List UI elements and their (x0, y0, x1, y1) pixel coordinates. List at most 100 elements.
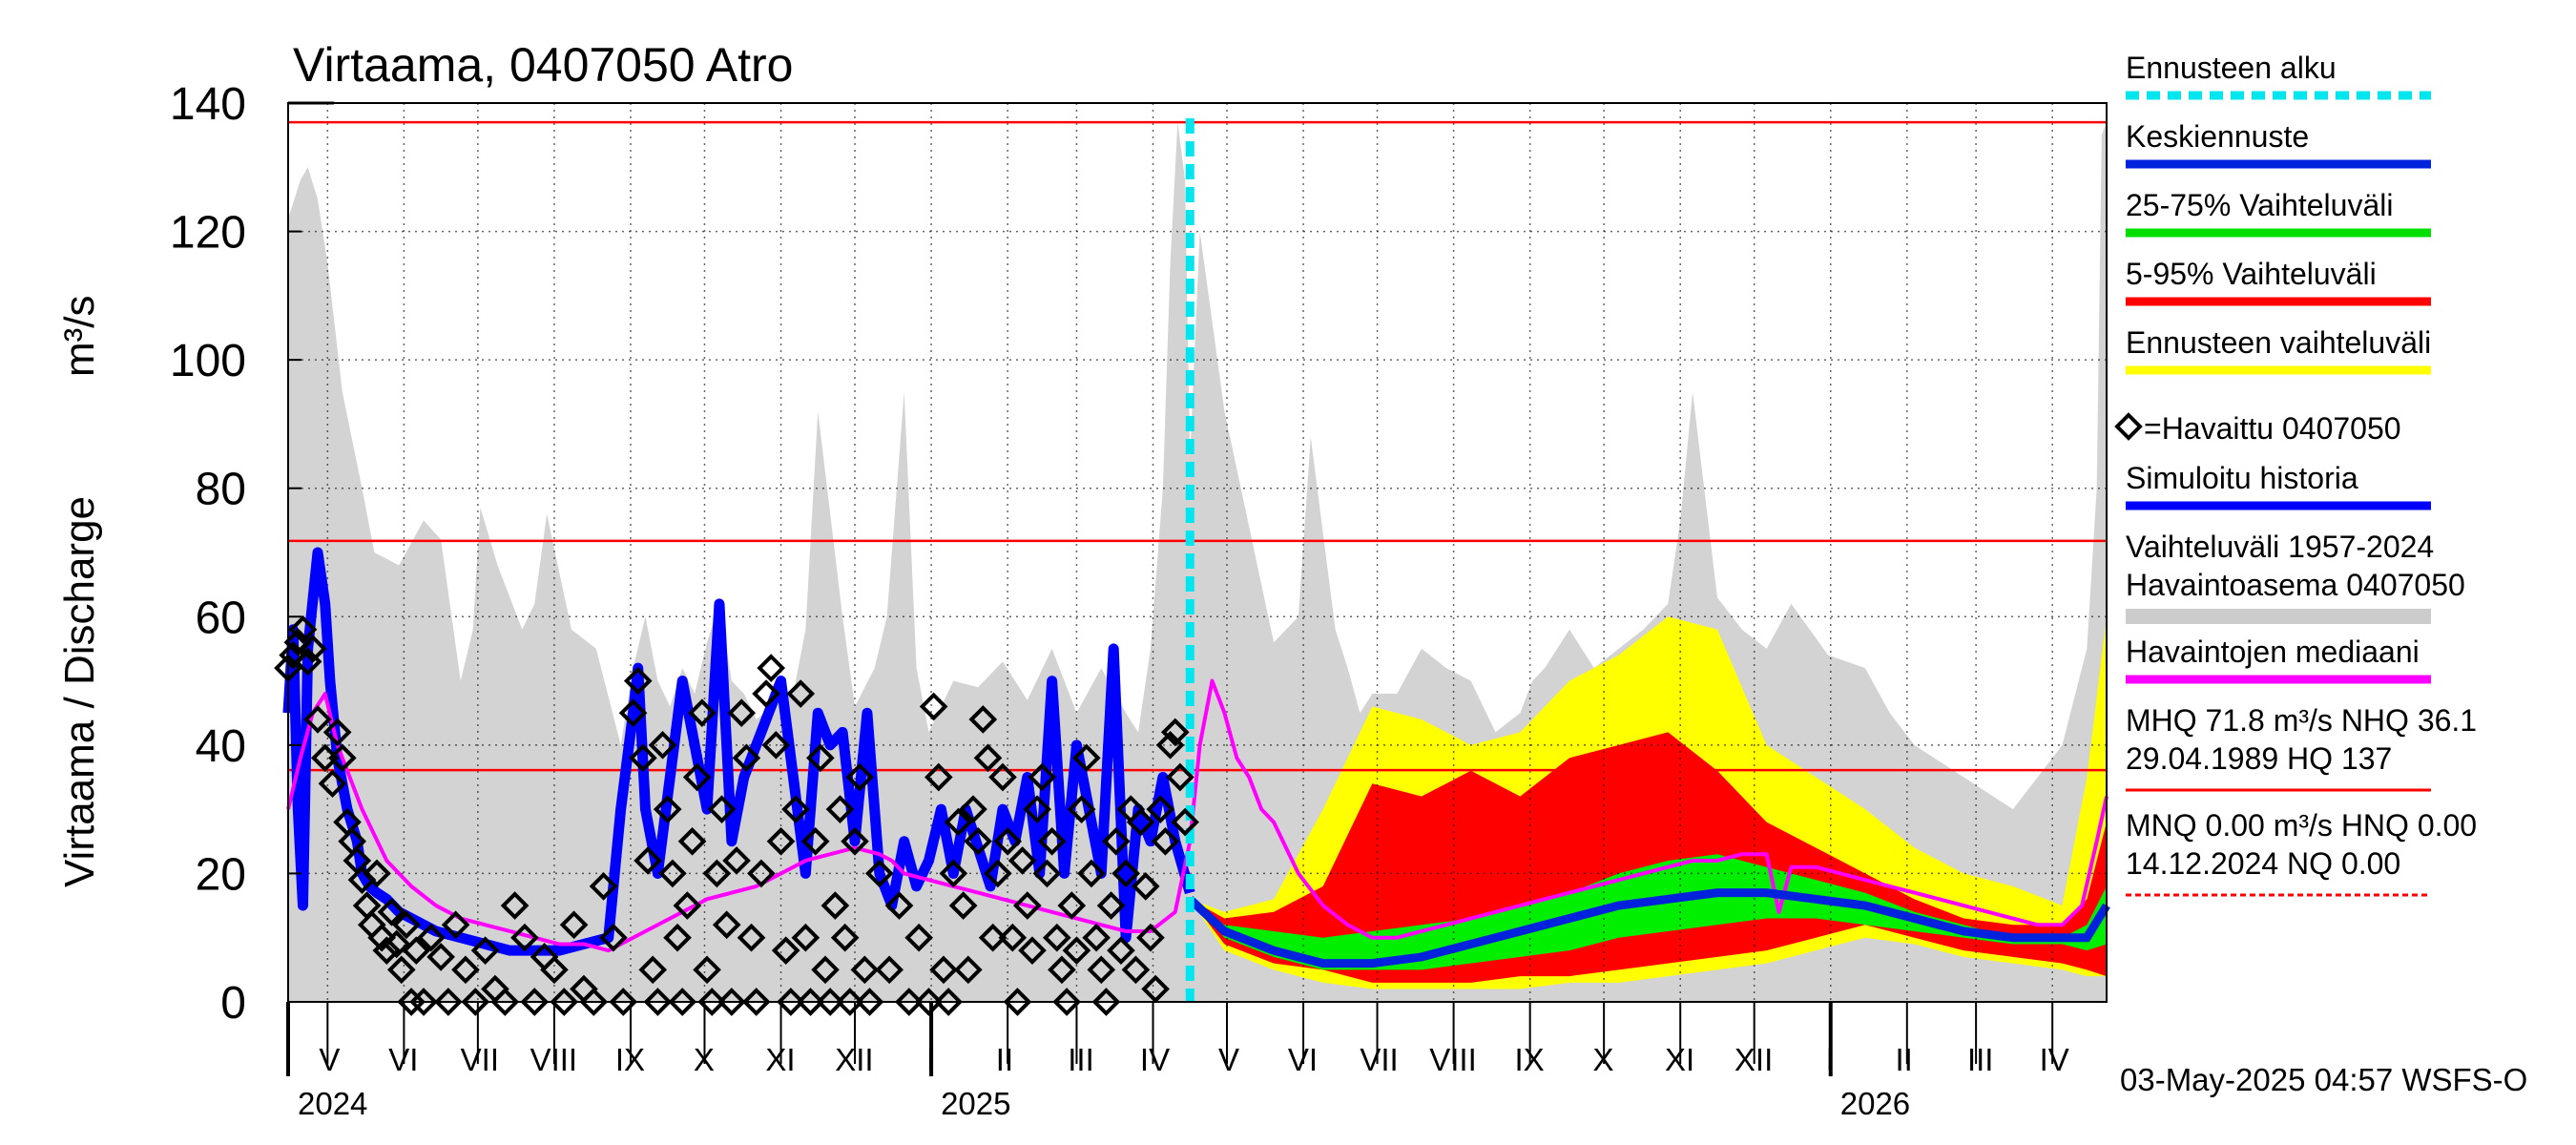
observation-marker (717, 988, 746, 1016)
observation-marker (1052, 988, 1081, 1016)
observation-marker (973, 743, 1003, 773)
observations-layer (274, 614, 1199, 1016)
observation-marker (1042, 923, 1071, 952)
x-month-label: IV (2040, 1042, 2069, 1077)
observation-marker (786, 679, 816, 708)
observation-marker (836, 988, 864, 1016)
x-month-label: IV (1140, 1042, 1170, 1077)
observation-marker (825, 795, 855, 823)
x-month-label: VII (1360, 1042, 1398, 1077)
forecast-bands-layer (1190, 616, 2107, 989)
y-tick-label: 140 (170, 79, 246, 130)
observation-marker (988, 762, 1017, 792)
observation-marker (757, 654, 786, 682)
observation-marker (693, 955, 721, 985)
observation-marker (377, 897, 406, 926)
observation-marker (800, 826, 830, 856)
observation-marker (855, 988, 884, 1016)
x-month-label: III (1967, 1042, 1994, 1077)
observation-marker (1136, 923, 1165, 952)
x-month-label: II (1895, 1042, 1912, 1077)
observation-marker (1091, 988, 1121, 1016)
observation-marker (643, 988, 673, 1016)
observation-marker (550, 988, 579, 1016)
observation-marker (939, 859, 968, 888)
legend-label: 5-95% Vaihteluväli (2126, 257, 2377, 291)
observation-marker (500, 891, 530, 920)
x-month-label: VI (388, 1042, 418, 1077)
x-year-label: 2025 (941, 1086, 1010, 1121)
observation-marker (609, 988, 638, 1016)
legend-label-secondary: 14.12.2024 NQ 0.00 (2126, 846, 2400, 881)
observation-marker (318, 769, 347, 799)
legend-label: MHQ 71.8 m³/s NHQ 36.1 (2126, 703, 2477, 738)
observation-marker (924, 762, 953, 792)
observation-marker (1012, 891, 1042, 920)
observation-marker (658, 859, 687, 888)
x-month-label: XII (1735, 1042, 1773, 1077)
observation-marker (993, 826, 1022, 856)
observation-marker (599, 923, 628, 952)
observation-marker (766, 826, 796, 856)
observation-marker (895, 988, 924, 1016)
observation-marker (968, 705, 998, 734)
observation-marker (1096, 891, 1126, 920)
observation-marker (510, 923, 539, 952)
x-month-label: VIII (530, 1042, 578, 1077)
y-tick-label: 100 (170, 336, 246, 386)
x-month-label: III (1068, 1042, 1094, 1077)
observation-marker (386, 955, 416, 985)
observation-marker (998, 923, 1028, 952)
observation-marker (1141, 974, 1170, 1004)
legend-label: 25-75% Vaihteluväli (2126, 188, 2393, 222)
observation-marker (712, 910, 741, 940)
x-year-label: 2024 (298, 1086, 367, 1121)
observation-marker (327, 743, 357, 773)
observation-marker (875, 955, 904, 985)
y-tick-label: 0 (220, 978, 246, 1029)
observation-marker (811, 955, 840, 985)
legend-label: Vaihteluväli 1957-2024 (2126, 530, 2434, 564)
observation-marker (520, 988, 550, 1016)
legend-label: Ennusteen alku (2126, 51, 2337, 85)
legend-label: Havaintojen mediaani (2126, 635, 2420, 669)
observation-marker (884, 891, 914, 920)
observation-marker (707, 795, 737, 823)
observation-marker (845, 762, 875, 792)
footer-timestamp: 03-May-2025 04:57 WSFS-O (2120, 1062, 2527, 1097)
x-month-label: II (996, 1042, 1013, 1077)
observation-marker (372, 936, 402, 965)
observation-marker (1067, 795, 1096, 823)
observation-marker (722, 846, 751, 875)
observation-marker (397, 988, 426, 1016)
observation-marker (850, 955, 880, 985)
observation-marker (1057, 891, 1087, 920)
legend: Ennusteen alku Keskiennuste 25-75% Vaihtel… (2114, 51, 2477, 897)
legend-label-secondary: Havaintoasema 0407050 (2126, 568, 2465, 602)
observation-marker (426, 943, 455, 971)
observation-marker (451, 955, 480, 985)
observation-marker (441, 910, 470, 940)
observation-marker (1037, 826, 1067, 856)
observation-marker (1107, 936, 1135, 965)
legend-marker-diamond (2114, 412, 2143, 441)
observation-marker (978, 923, 1008, 952)
observation-marker (821, 891, 850, 920)
x-month-label: XI (765, 1042, 795, 1077)
observation-marker (702, 859, 732, 888)
observation-marker (741, 988, 771, 1016)
observation-marker (490, 988, 520, 1016)
observation-marker (1071, 743, 1101, 773)
observation-marker (953, 955, 983, 985)
legend-label-secondary: 29.04.1989 HQ 137 (2126, 741, 2392, 776)
observation-marker (1028, 762, 1057, 792)
observation-marker (579, 988, 609, 1016)
observation-marker (727, 698, 757, 728)
observation-marker (1032, 859, 1062, 888)
observation-marker (470, 936, 500, 965)
observation-marker (964, 826, 992, 856)
observation-marker (737, 923, 766, 952)
observation-marker (434, 988, 463, 1016)
observation-marker (1023, 795, 1051, 823)
observation-marker (629, 743, 657, 773)
